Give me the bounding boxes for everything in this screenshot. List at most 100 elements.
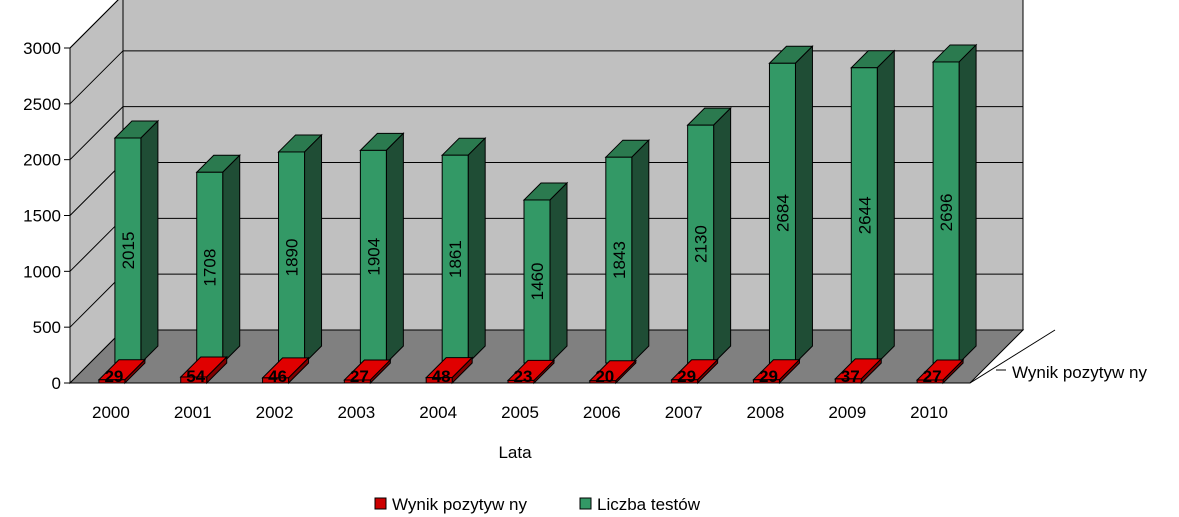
- red-bar-label: 29: [104, 367, 123, 386]
- red-bar-label: 27: [350, 367, 369, 386]
- y-tick-label: 2000: [23, 151, 61, 170]
- green-bar-label: 1904: [364, 238, 383, 276]
- gridline: [69, 106, 1023, 161]
- legend: Wynik pozytyw ny Liczba testów: [374, 495, 701, 514]
- x-tick-label: 2006: [583, 403, 621, 422]
- green-bar-label: 1843: [610, 241, 629, 279]
- green-bar-side: [467, 136, 486, 365]
- green-bar-side: [876, 49, 895, 365]
- red-bar: [834, 357, 883, 385]
- green-bar-label: 2684: [773, 194, 792, 232]
- red-bar: [506, 359, 556, 385]
- red-bar-front: [589, 380, 617, 384]
- green-bar-label: 1861: [446, 240, 465, 278]
- red-bar-label: 54: [186, 367, 205, 386]
- gridline: [69, 50, 1023, 105]
- red-bar-front: [262, 377, 290, 384]
- red-bar-front: [180, 376, 208, 384]
- red-bar: [752, 358, 801, 385]
- legend-label: Liczba testów: [597, 495, 701, 514]
- red-bar-label: 46: [268, 367, 287, 386]
- red-bar: [97, 358, 147, 385]
- x-tick-label: 2002: [256, 403, 294, 422]
- depth-axis-line: [969, 329, 1056, 384]
- green-bar-side: [794, 45, 813, 365]
- y-tick-label: 1500: [23, 207, 61, 226]
- green-bar-front: [114, 137, 142, 364]
- red-bar-label: 29: [677, 367, 696, 386]
- gridline: [69, 0, 119, 49]
- green-bar-front: [441, 154, 469, 364]
- green-bar-label: 2130: [692, 225, 711, 263]
- green-bar-side: [140, 119, 159, 365]
- x-tick-label: 2009: [828, 403, 866, 422]
- red-bar-front: [671, 379, 699, 384]
- y-tick-label: 3000: [23, 39, 61, 58]
- red-bar: [424, 356, 474, 385]
- green-bar-front: [850, 67, 878, 364]
- legend-swatch: [579, 497, 592, 510]
- green-bar: [931, 43, 978, 365]
- green-bar-side: [222, 154, 241, 365]
- green-bar-label: 2696: [937, 194, 956, 232]
- green-bar-label: 2644: [855, 196, 874, 234]
- green-bar-label: 2015: [119, 232, 138, 270]
- red-bar-label: 29: [759, 367, 778, 386]
- x-tick-label: 2004: [419, 403, 457, 422]
- legend-swatch: [374, 497, 387, 510]
- red-bar-front: [425, 377, 453, 384]
- x-axis-title: Lata: [498, 443, 532, 462]
- green-bar-front: [768, 62, 796, 364]
- green-bar-front: [523, 199, 551, 364]
- green-bar: [850, 49, 896, 365]
- green-bar-side: [631, 138, 650, 365]
- red-bar-label: 37: [841, 367, 860, 386]
- green-bar-label: 1460: [528, 263, 547, 301]
- x-tick-label: 2007: [665, 403, 703, 422]
- green-bar: [522, 181, 569, 365]
- red-bar-label: 20: [595, 367, 614, 386]
- y-axis: 0 500 1000 1500 2000 2500 3000: [23, 39, 1056, 393]
- bars: 2015 29 1708 54 1890 46 1904 27 1861 48 1460 23 1843…: [97, 43, 978, 386]
- green-bar: [686, 106, 732, 365]
- x-tick-label: 2008: [747, 403, 785, 422]
- y-tick-label: 1000: [23, 262, 61, 281]
- legend-label: Wynik pozytyw ny: [392, 495, 527, 514]
- red-bar: [915, 358, 965, 385]
- red-bar: [588, 359, 638, 385]
- green-bar: [113, 119, 160, 365]
- green-bar-side: [549, 181, 568, 365]
- red-bar-front: [752, 379, 780, 384]
- x-tick-label: 2003: [337, 403, 375, 422]
- red-bar-front: [343, 379, 371, 384]
- y-tick-label: 2500: [23, 95, 61, 114]
- x-tick-label: 2000: [92, 403, 130, 422]
- red-bar: [343, 358, 392, 385]
- red-bar: [261, 356, 310, 385]
- red-bar: [670, 358, 719, 385]
- green-bar-label: 1708: [201, 249, 220, 287]
- red-bar: [179, 355, 228, 385]
- green-bar: [768, 45, 814, 365]
- green-bar-front: [605, 156, 633, 364]
- green-bar-label: 1890: [283, 239, 302, 277]
- red-bar-front: [507, 379, 535, 384]
- green-bar-side: [385, 132, 404, 365]
- red-bar-label: 48: [432, 367, 451, 386]
- green-bar-front: [359, 149, 387, 364]
- green-bar-side: [713, 106, 732, 365]
- y-tick-label: 0: [52, 374, 61, 393]
- red-bar-front: [834, 378, 862, 384]
- green-bar: [440, 136, 487, 365]
- green-bar-side: [304, 133, 323, 365]
- x-axis: 2000 2001 2002 2003 2004 2005 2006 2007 2008 2009…: [92, 403, 948, 422]
- red-bar-front: [916, 379, 944, 384]
- red-bar-front: [98, 379, 126, 384]
- red-bar-label: 23: [514, 367, 533, 386]
- green-bar-front: [932, 61, 960, 364]
- red-bar-label: 27: [923, 367, 942, 386]
- x-tick-label: 2005: [501, 403, 539, 422]
- green-bar: [359, 132, 405, 365]
- green-bar-side: [958, 43, 977, 365]
